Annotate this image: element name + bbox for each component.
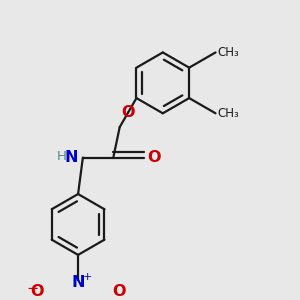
Text: H: H bbox=[56, 150, 66, 164]
Text: O: O bbox=[121, 105, 135, 120]
Text: −: − bbox=[26, 281, 38, 296]
Text: N: N bbox=[71, 275, 85, 290]
Text: CH₃: CH₃ bbox=[217, 107, 239, 120]
Text: O: O bbox=[112, 284, 126, 299]
Text: CH₃: CH₃ bbox=[217, 46, 239, 59]
Text: N: N bbox=[64, 150, 78, 165]
Text: O: O bbox=[30, 284, 44, 299]
Text: O: O bbox=[148, 150, 161, 165]
Text: +: + bbox=[82, 272, 92, 281]
